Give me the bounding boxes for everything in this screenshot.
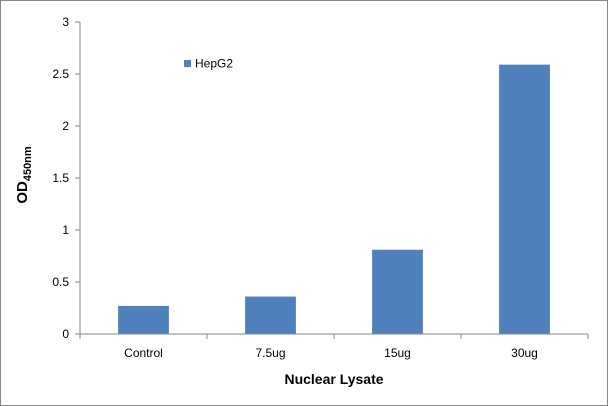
legend: HepG2 (184, 57, 233, 71)
x-axis-title: Nuclear Lysate (284, 371, 383, 387)
x-tick-label: 30ug (511, 346, 538, 360)
y-axis-title-subscript: 450nm (22, 146, 34, 181)
y-tick-label: 2.5 (52, 67, 69, 81)
y-tick-label: 0.5 (52, 275, 69, 289)
y-tick-label: 3 (62, 15, 69, 29)
y-axis-ticks: 0 0.5 1 1.5 2 2.5 3 (52, 15, 80, 341)
y-axis-title-main: OD (14, 181, 31, 204)
legend-label: HepG2 (195, 57, 233, 71)
bars (118, 64, 550, 334)
y-tick-label: 2 (62, 119, 69, 133)
bar-7-5ug (245, 296, 296, 334)
y-axis-title: OD450nm (14, 146, 34, 204)
x-tick-label: Control (124, 346, 163, 360)
bar-control (118, 305, 169, 334)
x-axis-ticks: Control 7.5ug 15ug 30ug (79, 334, 589, 360)
bar-15ug (372, 249, 423, 334)
bar-30ug (499, 64, 550, 334)
x-tick-label: 7.5ug (255, 346, 285, 360)
y-tick-label: 1.5 (52, 171, 69, 185)
legend-swatch (184, 60, 191, 67)
x-tick-label: 15ug (384, 346, 411, 360)
y-tick-label: 1 (62, 223, 69, 237)
y-tick-label: 0 (62, 327, 69, 341)
